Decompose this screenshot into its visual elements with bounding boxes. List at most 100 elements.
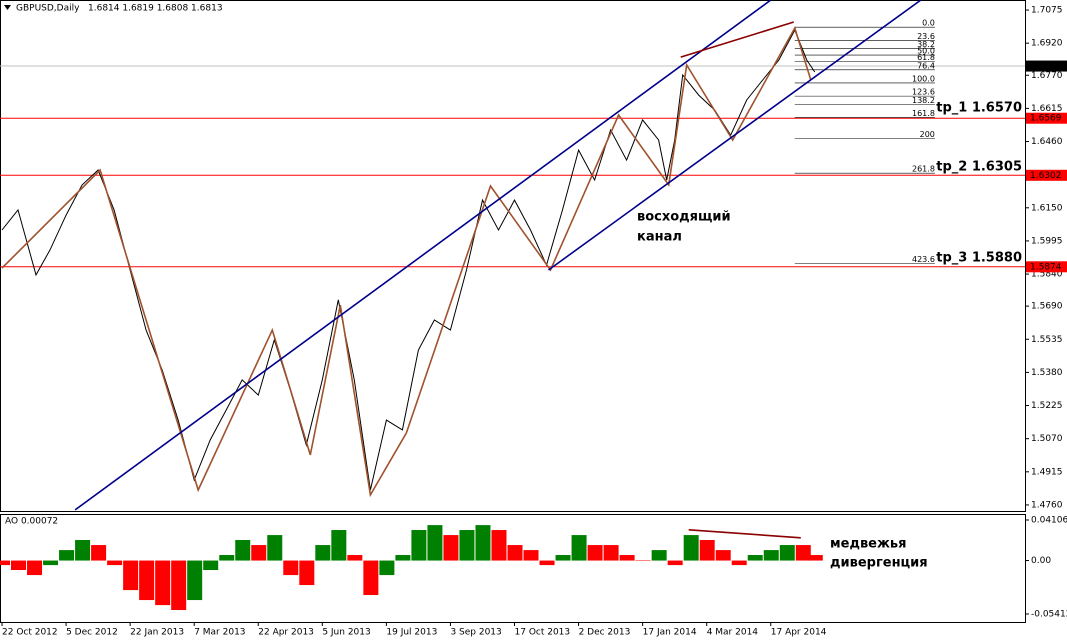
y-tick-label: 0.04106 <box>1031 516 1067 526</box>
fibo-label: 76.4 <box>917 61 935 70</box>
x-tick-label: 22 Apr 2013 <box>258 628 314 638</box>
ao-bar <box>75 540 91 561</box>
y-tick-label: 1.6460 <box>1031 137 1063 147</box>
ao-bar <box>523 550 539 561</box>
y-tick-label: 1.4915 <box>1031 467 1063 477</box>
fibo-label: 138.2 <box>912 96 935 105</box>
fibo-label: 161.8 <box>912 109 935 118</box>
ao-bar <box>507 545 523 561</box>
last-price-label: 1.6813 <box>1030 62 1062 72</box>
ao-bar <box>59 550 75 561</box>
annotation: восходящий <box>637 210 731 225</box>
menu-arrow[interactable] <box>4 5 11 10</box>
series-line <box>548 0 922 271</box>
ao-bar <box>699 540 715 561</box>
y-tick-label: 1.5380 <box>1031 368 1063 378</box>
ao-bar <box>779 545 795 561</box>
series-line <box>74 0 772 511</box>
fibo-label: 423.6 <box>912 255 935 264</box>
ao-bar <box>107 560 123 566</box>
ao-bar <box>587 545 603 561</box>
y-tick-label: 1.5840 <box>1031 270 1063 280</box>
ao-bar <box>795 545 811 561</box>
fibo-label: 200 <box>920 130 935 139</box>
ao-bar <box>363 560 379 596</box>
x-tick-label: 3 Sep 2013 <box>450 628 501 638</box>
fibo-label: 38.2 <box>917 40 935 49</box>
ao-bar <box>11 560 27 571</box>
y-tick-label: 1.4760 <box>1031 500 1063 510</box>
ao-bar <box>539 560 555 566</box>
annotation: канал <box>637 230 682 245</box>
series-line <box>1 25 812 498</box>
ao-bar <box>315 545 331 561</box>
ao-bar <box>491 530 507 561</box>
x-tick-label: 2 Dec 2013 <box>579 628 631 638</box>
ao-bar <box>667 560 683 566</box>
annotation: tp_2 1.6305 <box>936 160 1022 175</box>
level-label: 1.6302 <box>1030 171 1062 181</box>
y-tick-label: 1.6615 <box>1031 104 1063 114</box>
y-tick-label: 1.5070 <box>1031 434 1063 444</box>
x-tick-label: 5 Jun 2013 <box>322 628 370 638</box>
ao-bar <box>0 560 11 566</box>
level-label: 1.6569 <box>1030 114 1062 124</box>
ao-bar <box>475 525 491 561</box>
ao-bar <box>299 560 315 586</box>
x-tick-label: 4 Mar 2014 <box>707 628 759 638</box>
ao-bar <box>555 555 571 561</box>
ao-bar <box>459 530 475 561</box>
annotation: дивергенция <box>830 556 928 571</box>
ao-bar <box>267 535 283 561</box>
ao-bar <box>171 560 187 611</box>
ao-bar <box>331 530 347 561</box>
fibo-label: 50.0 <box>917 47 935 56</box>
price-panel <box>0 0 1026 512</box>
ao-bar <box>715 550 731 561</box>
fibo-label: 61.8 <box>917 53 935 62</box>
ao-bar <box>731 560 747 566</box>
fibo-label: 100.0 <box>912 74 935 83</box>
x-tick-label: 19 Jul 2013 <box>386 628 437 638</box>
last-price-box <box>1026 60 1067 72</box>
ao-bar <box>347 555 363 561</box>
level-label: 1.5874 <box>1030 262 1062 272</box>
ao-bar <box>235 540 251 561</box>
ao-bar <box>395 555 411 561</box>
ao-bar <box>379 560 395 576</box>
y-tick-label: 1.6150 <box>1031 203 1063 213</box>
level-box <box>1026 261 1067 273</box>
y-tick-label: 1.5535 <box>1031 335 1063 345</box>
x-tick-label: 22 Jan 2013 <box>130 628 184 638</box>
ao-bar <box>747 555 763 561</box>
chart-subtitle: 1.6814 1.6819 1.6808 1.6813 <box>88 4 223 14</box>
ao-bar <box>807 555 823 561</box>
ao-bar <box>139 560 155 601</box>
level-box <box>1026 112 1067 124</box>
y-tick-label: 1.6770 <box>1031 71 1063 81</box>
ao-bar <box>187 560 203 601</box>
x-tick-label: 17 Apr 2014 <box>771 628 827 638</box>
ao-bar <box>619 555 635 561</box>
x-tick-label: 17 Jan 2014 <box>643 628 697 638</box>
fibo-label: 23.6 <box>917 32 935 41</box>
ao-bar <box>123 560 139 591</box>
ao-bar <box>763 550 779 561</box>
ao-bar <box>571 535 587 561</box>
y-tick-label: 1.5995 <box>1031 236 1063 246</box>
y-tick-label: 1.6920 <box>1031 39 1063 49</box>
series-line <box>688 529 801 539</box>
ao-bar <box>443 535 459 561</box>
x-tick-label: 17 Oct 2013 <box>515 628 571 638</box>
y-tick-label: 1.5225 <box>1031 401 1063 411</box>
x-tick-label: 7 Mar 2013 <box>194 628 245 638</box>
ao-bar <box>427 525 443 561</box>
chart-title: GBPUSD,Daily <box>16 4 80 14</box>
y-tick-label: 1.7075 <box>1031 6 1063 16</box>
level-box <box>1026 169 1067 181</box>
ao-bar <box>155 560 171 606</box>
